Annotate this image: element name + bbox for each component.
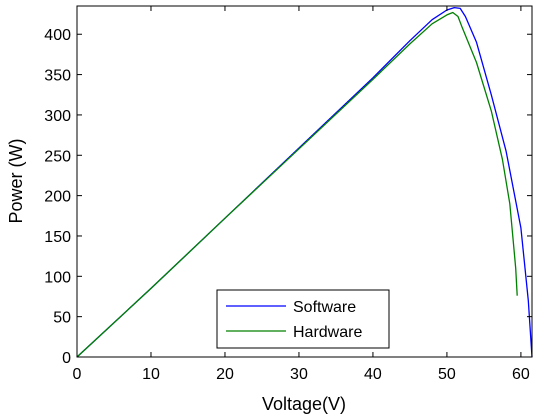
x-tick-label: 50 — [438, 366, 456, 383]
y-axis-ticks: 0 50 100 150 200 250 300 350 400 — [44, 27, 532, 367]
y-tick-label: 100 — [44, 269, 71, 286]
y-axis-label: Power (W) — [6, 139, 26, 224]
y-tick-label: 350 — [44, 68, 71, 85]
x-axis-label: Voltage(V) — [262, 394, 346, 414]
y-tick-label: 300 — [44, 108, 71, 125]
legend-box — [216, 289, 390, 349]
legend-label-software: Software — [293, 299, 356, 316]
x-tick-label: 40 — [364, 366, 382, 383]
plot-frame — [76, 5, 533, 358]
y-tick-label: 200 — [44, 189, 71, 206]
y-tick-label: 150 — [44, 229, 71, 246]
x-axis-ticks: 0 10 20 30 40 50 60 — [73, 6, 530, 383]
x-tick-label: 0 — [73, 366, 82, 383]
y-tick-label: 250 — [44, 148, 71, 165]
series-layer — [76, 6, 533, 358]
legend: Software Hardware — [216, 289, 390, 349]
x-tick-label: 60 — [512, 366, 530, 383]
y-tick-label: 400 — [44, 27, 71, 44]
x-tick-label: 20 — [216, 366, 234, 383]
y-tick-label: 0 — [62, 350, 71, 367]
x-tick-label: 30 — [290, 366, 308, 383]
series-line-hardware — [76, 11, 518, 358]
legend-label-hardware: Hardware — [293, 324, 362, 341]
x-tick-label: 10 — [142, 366, 160, 383]
y-tick-label: 50 — [53, 310, 71, 327]
